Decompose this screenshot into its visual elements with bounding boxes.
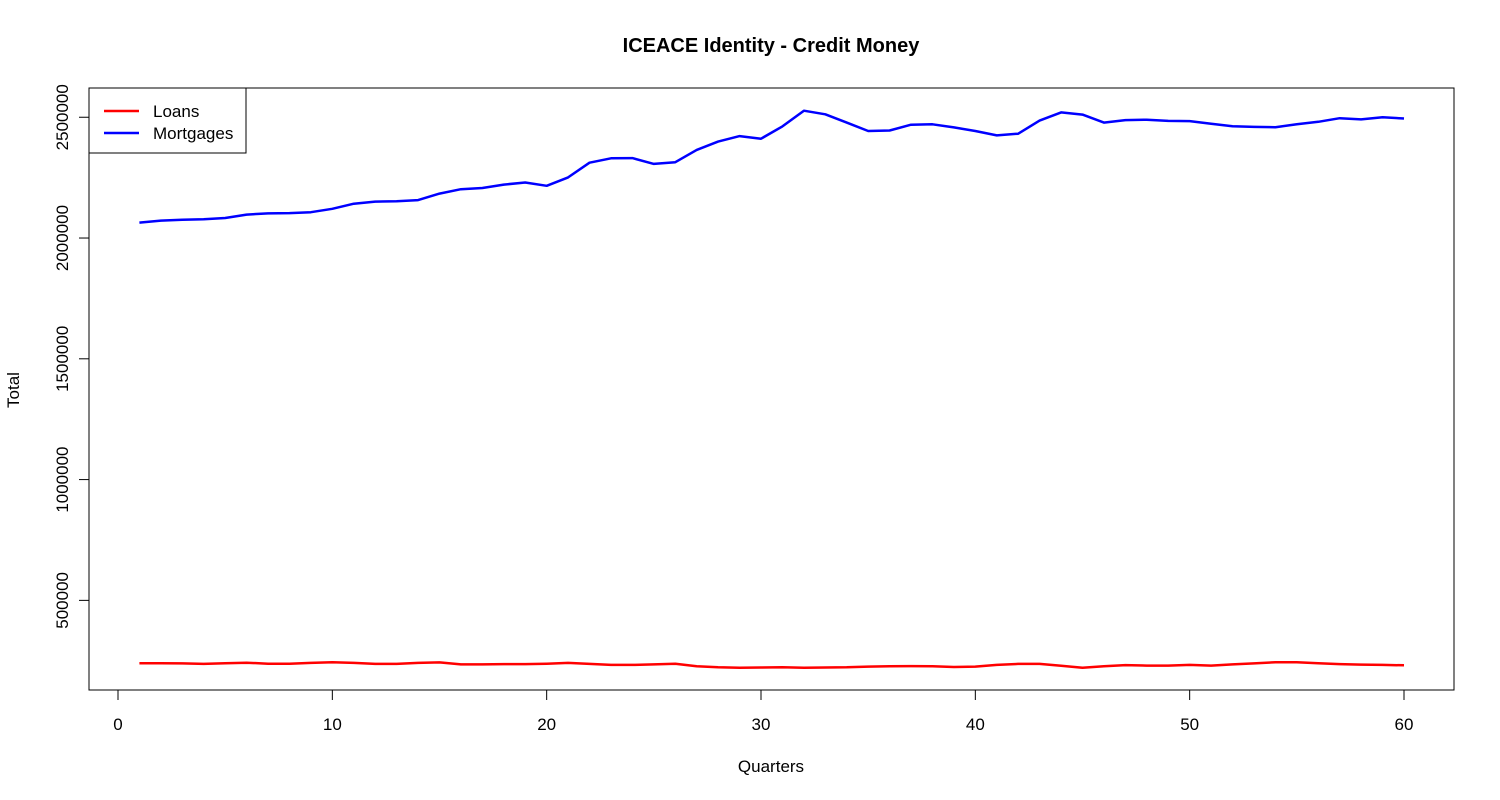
y-tick-label: 1500000: [53, 326, 72, 392]
x-tick-label: 50: [1180, 715, 1199, 734]
y-tick-label: 1000000: [53, 446, 72, 512]
series-layer: [139, 109, 1405, 670]
y-tick-label: 2000000: [53, 205, 72, 271]
series-line-loans: [139, 660, 1405, 670]
legend-box: [88, 87, 247, 154]
legend-label-mortgages: Mortgages: [153, 124, 233, 143]
legend-label-loans: Loans: [153, 102, 199, 121]
x-tick-label: 10: [323, 715, 342, 734]
legend: Loans Mortgages: [88, 87, 247, 154]
x-tick-label: 20: [537, 715, 556, 734]
y-tick-label: 2500000: [53, 84, 72, 150]
x-axis: 0 10 20 30 40 50 60: [113, 689, 1414, 734]
x-tick-label: 40: [966, 715, 985, 734]
x-axis-label: Quarters: [738, 757, 804, 776]
plot-frame: [88, 87, 1455, 691]
y-tick-label: 500000: [53, 572, 72, 629]
chart-title: ICEACE Identity - Credit Money: [623, 35, 921, 57]
x-tick-label: 30: [752, 715, 771, 734]
series-line-mortgages: [139, 109, 1405, 224]
y-axis-label: Total: [4, 372, 23, 408]
x-tick-label: 0: [113, 715, 122, 734]
x-tick-label: 60: [1395, 715, 1414, 734]
y-axis: 500000 1000000 1500000 2000000 2500000: [53, 84, 90, 629]
